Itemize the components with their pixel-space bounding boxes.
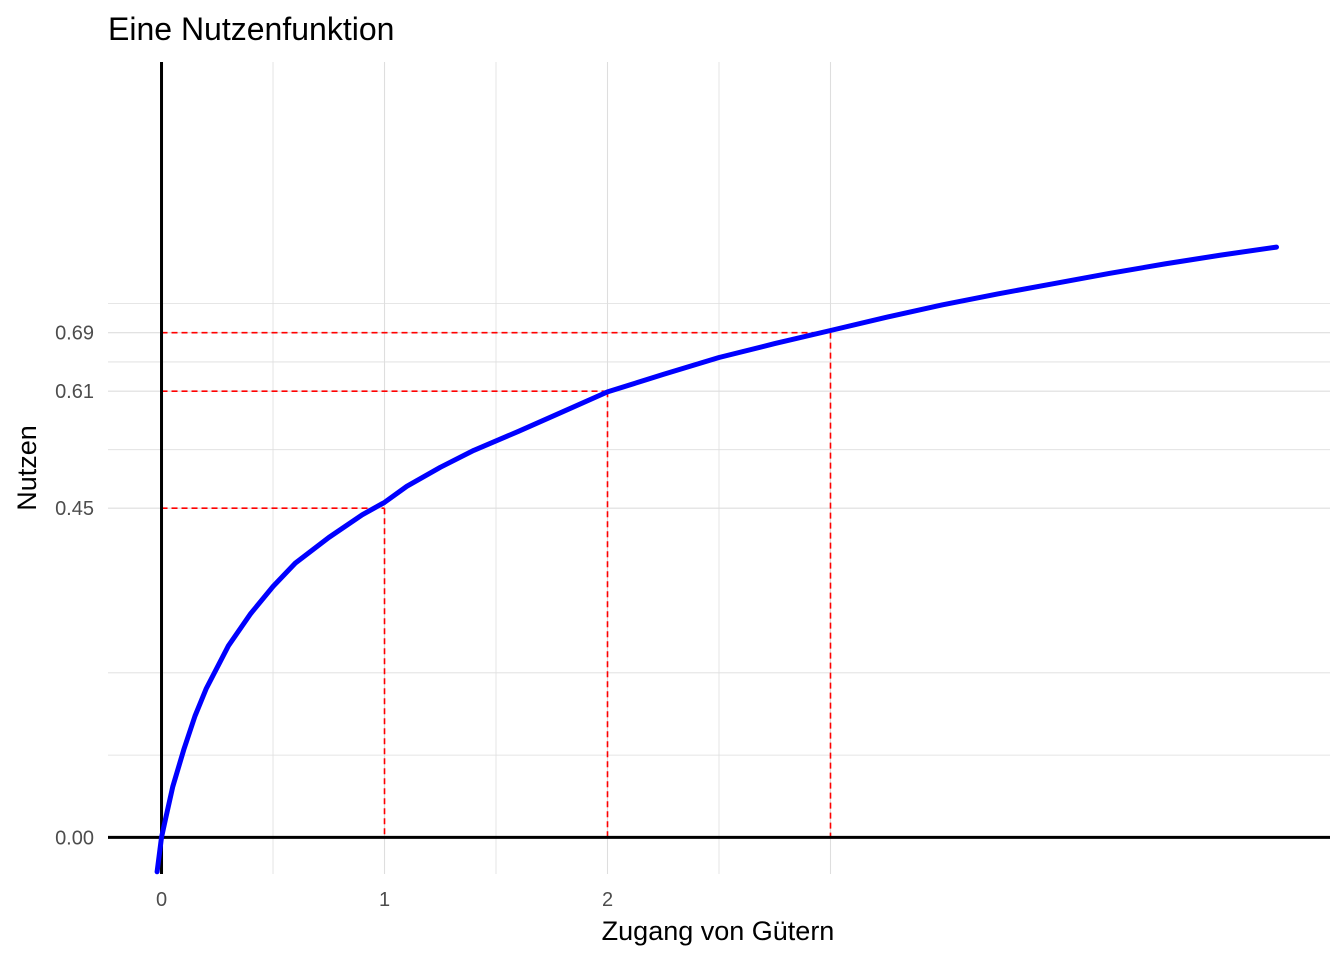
grid-minor [108, 62, 1330, 874]
tick-labels: 0 1 2 0.00 0.45 0.61 0.69 [55, 323, 613, 911]
x-tick-label: 0 [156, 889, 167, 911]
y-tick-label: 0.00 [55, 827, 94, 849]
y-axis-title: Nutzen [12, 425, 42, 511]
x-axis-title: Zugang von Gütern [602, 916, 835, 946]
x-tick-label: 1 [379, 889, 390, 911]
series-layer [154, 244, 1279, 875]
chart-title: Eine Nutzenfunktion [108, 11, 394, 47]
y-tick-label: 0.45 [55, 498, 94, 520]
guide-lines [161, 331, 832, 838]
y-tick-label: 0.69 [55, 323, 94, 345]
axes [108, 62, 1330, 874]
x-tick-label: 2 [602, 889, 613, 911]
y-tick-label: 0.61 [55, 381, 94, 403]
series-line [154, 244, 1279, 875]
